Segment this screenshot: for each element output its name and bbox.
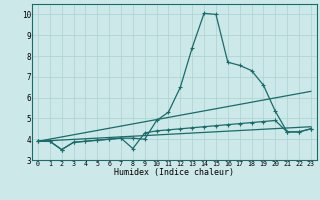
X-axis label: Humidex (Indice chaleur): Humidex (Indice chaleur) [115, 168, 234, 177]
